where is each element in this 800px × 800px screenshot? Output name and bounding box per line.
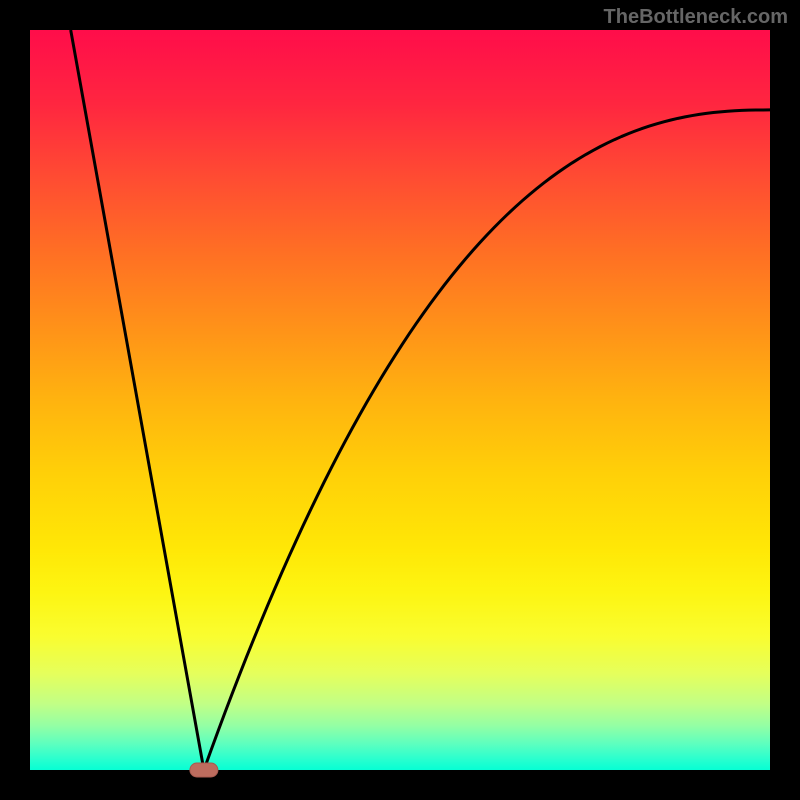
chart-plot-area xyxy=(30,30,770,770)
bottleneck-chart: TheBottleneck.com xyxy=(0,0,800,800)
chart-svg xyxy=(0,0,800,800)
watermark-label: TheBottleneck.com xyxy=(604,6,788,29)
minimum-marker xyxy=(190,763,218,777)
